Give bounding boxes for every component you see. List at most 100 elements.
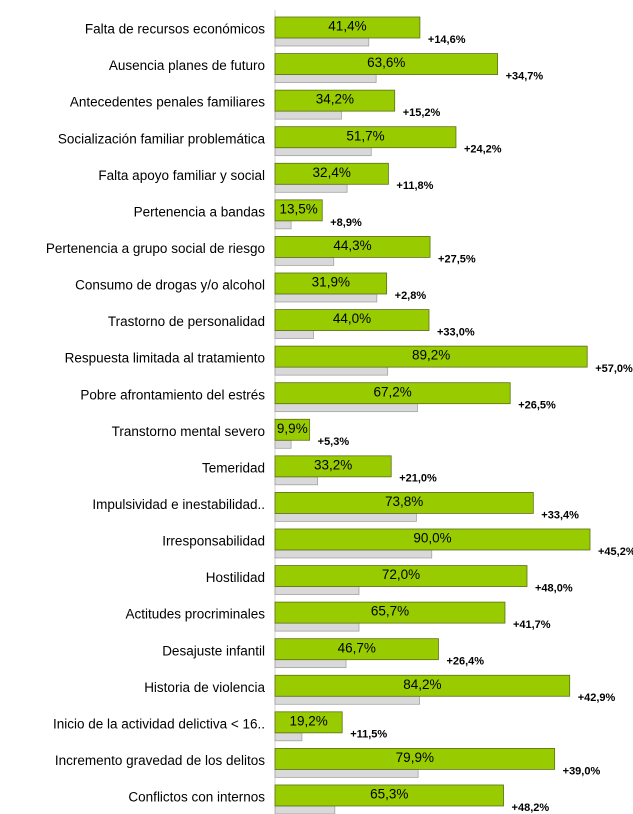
difference-label: +33,4% xyxy=(541,509,579,521)
value-label: 41,4% xyxy=(328,19,366,34)
value-label: 44,0% xyxy=(333,311,371,326)
category-label: Impulsividad e inestabilidad.. xyxy=(92,497,265,512)
bar xyxy=(274,769,419,778)
bar xyxy=(274,528,591,551)
category-label: Trastorno de personalidad xyxy=(108,314,265,329)
category-label: Desajuste infantil xyxy=(162,643,265,658)
category-label: Conflictos con internos xyxy=(128,790,265,805)
bar xyxy=(274,272,388,295)
bar xyxy=(274,732,303,742)
difference-label: +8,9% xyxy=(330,217,362,229)
bar xyxy=(274,439,292,449)
value-label: 79,9% xyxy=(396,750,434,765)
category-label: Respuesta limitada al tratamiento xyxy=(65,351,265,366)
difference-label: +41,7% xyxy=(513,619,551,631)
difference-label: +26,4% xyxy=(446,656,484,668)
bar xyxy=(274,147,372,157)
category-label: Inicio de la actividad delictiva < 16.. xyxy=(53,716,265,731)
value-label: 46,7% xyxy=(338,640,376,655)
category-label: Socialización familiar problemática xyxy=(58,131,266,146)
category-label: Transtorno mental severo xyxy=(112,424,265,439)
bar xyxy=(274,126,457,149)
value-label: 19,2% xyxy=(289,713,327,728)
value-label: 65,3% xyxy=(370,787,408,802)
category-label: Historia de violencia xyxy=(144,680,265,695)
bar xyxy=(274,455,392,478)
bar xyxy=(274,162,389,185)
value-label: 72,0% xyxy=(382,567,420,582)
category-label: Irresponsabilidad xyxy=(162,534,265,549)
bar xyxy=(274,89,396,112)
category-label: Pertenencia a bandas xyxy=(134,204,266,219)
bar xyxy=(274,601,506,624)
bar xyxy=(274,110,342,120)
bar xyxy=(274,711,343,734)
bar xyxy=(274,74,377,83)
value-label: 33,2% xyxy=(314,457,352,472)
value-label: 63,6% xyxy=(367,55,405,70)
bar xyxy=(274,293,378,303)
bar xyxy=(274,309,430,331)
bar xyxy=(274,53,499,75)
category-label: Actitudes procriminales xyxy=(125,607,265,622)
difference-label: +21,0% xyxy=(399,473,437,485)
bar xyxy=(274,236,431,258)
bar xyxy=(274,199,323,222)
value-label: 65,7% xyxy=(371,604,409,619)
bar xyxy=(274,37,370,47)
bar xyxy=(274,638,439,661)
value-label: 34,2% xyxy=(316,92,354,107)
difference-label: +26,5% xyxy=(518,400,556,412)
value-label: 32,4% xyxy=(313,165,351,180)
category-label: Temeridad xyxy=(202,460,265,475)
bar xyxy=(274,257,335,266)
category-label: Consumo de drogas y/o alcohol xyxy=(75,278,265,293)
value-label: 44,3% xyxy=(333,238,371,253)
difference-label: +45,2% xyxy=(598,546,633,558)
difference-label: +24,2% xyxy=(464,144,502,156)
difference-label: +27,5% xyxy=(438,253,476,265)
bar xyxy=(274,16,421,39)
difference-label: +33,0% xyxy=(437,326,475,338)
bar xyxy=(274,549,433,559)
difference-label: +14,6% xyxy=(428,34,466,46)
value-label: 9,9% xyxy=(277,421,308,436)
bar xyxy=(274,513,417,522)
difference-label: +48,0% xyxy=(535,582,573,594)
category-label: Antecedentes penales familiares xyxy=(70,95,265,110)
category-label: Hostilidad xyxy=(206,570,265,585)
value-label: 90,0% xyxy=(413,531,451,546)
bar xyxy=(274,622,360,632)
bar xyxy=(274,748,556,770)
value-label: 13,5% xyxy=(279,201,317,216)
difference-label: +34,7% xyxy=(506,70,544,82)
bar xyxy=(274,659,347,669)
category-label: Incremento gravedad de los delitos xyxy=(55,753,265,768)
difference-label: +5,3% xyxy=(318,436,350,448)
value-label: 84,2% xyxy=(403,677,441,692)
difference-label: +39,0% xyxy=(563,765,601,777)
value-label: 67,2% xyxy=(373,384,411,399)
bar xyxy=(274,382,511,405)
bar xyxy=(274,418,311,441)
bar xyxy=(274,492,534,514)
difference-label: +11,8% xyxy=(396,180,433,192)
bar xyxy=(274,586,360,595)
value-label: 89,2% xyxy=(412,348,450,363)
bar xyxy=(274,183,348,193)
difference-label: +48,2% xyxy=(512,802,550,814)
bar xyxy=(274,476,319,486)
bar xyxy=(274,784,504,807)
difference-label: +15,2% xyxy=(403,107,441,119)
bar xyxy=(274,220,292,230)
value-label: 31,9% xyxy=(312,275,350,290)
bar xyxy=(274,403,418,413)
category-label: Falta de recursos económicos xyxy=(85,22,265,37)
difference-label: +57,0% xyxy=(595,363,633,375)
bar xyxy=(274,366,389,376)
bar xyxy=(274,345,588,368)
category-label: Falta apoyo familiar y social xyxy=(98,168,265,183)
difference-label: +2,8% xyxy=(395,290,427,302)
value-label: 51,7% xyxy=(346,128,384,143)
